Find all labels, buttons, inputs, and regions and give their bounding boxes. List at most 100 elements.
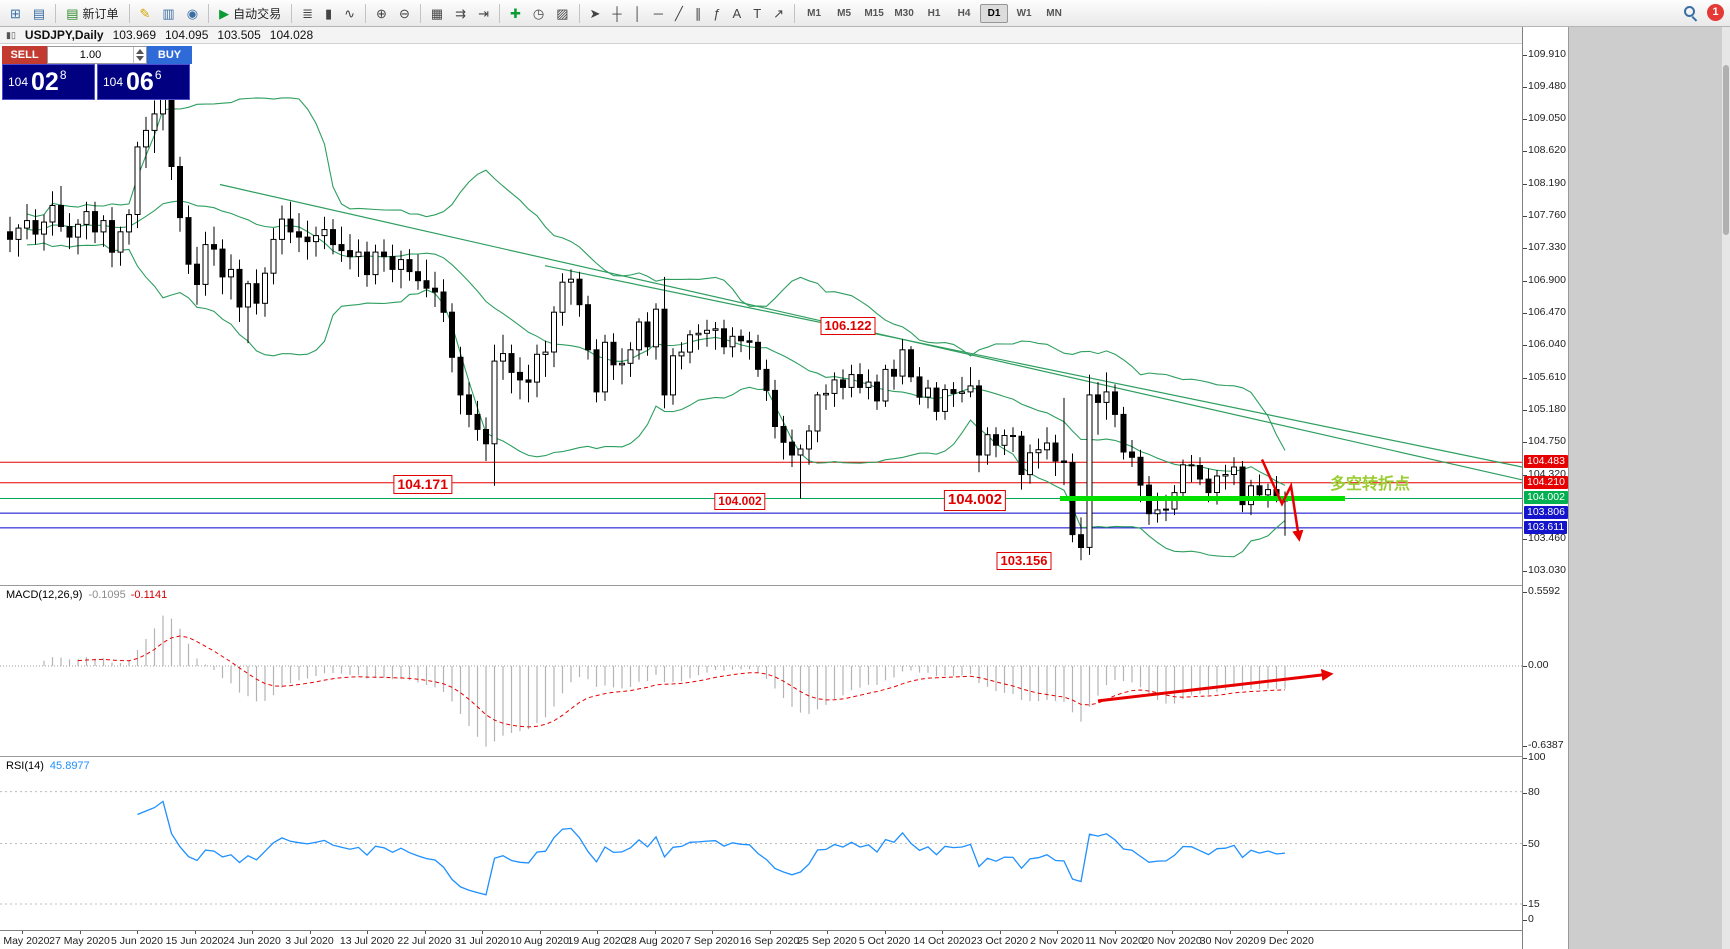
- zoom-out-icon[interactable]: ⊖: [394, 1, 415, 25]
- notification-badge[interactable]: 1: [1707, 4, 1724, 21]
- new-chart-icon[interactable]: ⊞: [5, 1, 26, 25]
- date-label: 10 Aug 2020: [510, 935, 569, 947]
- timeframe-m1[interactable]: M1: [807, 7, 822, 19]
- price-axis-label: 109.480: [1528, 79, 1566, 92]
- tile-windows-icon: ▦: [430, 5, 444, 21]
- text-icon: A: [732, 5, 742, 21]
- tile-windows-icon[interactable]: ▦: [426, 1, 448, 25]
- panel-splitter[interactable]: [0, 585, 1568, 586]
- date-label: 7 Sep 2020: [685, 935, 739, 947]
- arrows-icon[interactable]: ↗: [768, 1, 789, 25]
- macd-canvas[interactable]: [0, 586, 1522, 756]
- options-icon[interactable]: ◉: [182, 1, 203, 25]
- volume-decrease-button[interactable]: [136, 56, 144, 61]
- autotrading-icon: ▶: [219, 5, 230, 21]
- search-icon[interactable]: [1684, 5, 1698, 20]
- zoom-in-icon[interactable]: ⊕: [371, 1, 392, 25]
- timeframe-m5[interactable]: M5: [837, 7, 852, 19]
- timeframe-w1[interactable]: W1: [1016, 7, 1032, 19]
- terminal-icon: ▥: [162, 5, 175, 21]
- templates-icon[interactable]: ▨: [551, 1, 573, 25]
- macd-axis-label: -0.6387: [1528, 739, 1564, 751]
- main-toolbar: ⊞ ▤ ▤ 新订单 ✎ ▥ ◉ ▶ 自动交易 ≣ ▮ ∿ ⊕ ⊖ ▦ ⇉ ⇥ ✚ ◷ ▨ ➤ ┼ │ ─ ╱ ∥ ƒ A T ↗ M1 M5 M…: [0, 0, 1730, 27]
- autotrading-button[interactable]: ▶ 自动交易: [214, 1, 286, 25]
- toolbar-separator: [498, 3, 500, 23]
- timeframe-m30[interactable]: M30: [894, 7, 914, 19]
- macd-axis-label: 0.5592: [1528, 585, 1561, 597]
- terminal-icon[interactable]: ▥: [157, 1, 179, 25]
- metaeditor-icon[interactable]: ✎: [135, 1, 156, 25]
- fibonacci-icon[interactable]: ƒ: [708, 1, 725, 25]
- date-label: 5 Jun 2020: [111, 935, 163, 947]
- volume-increase-button[interactable]: [136, 49, 144, 54]
- bar-chart-icon[interactable]: ≣: [297, 1, 318, 25]
- text-icon[interactable]: A: [728, 1, 747, 25]
- price-panel-divider: [95, 64, 97, 100]
- buy-button[interactable]: BUY: [147, 46, 192, 64]
- timeframe-d1[interactable]: D1: [980, 3, 1009, 23]
- axis-tick: [1523, 442, 1527, 444]
- axis-tick: [1523, 905, 1527, 907]
- sell-price-panel[interactable]: 104 02 8: [2, 64, 95, 100]
- price-level-label[interactable]: 103.156: [996, 551, 1052, 571]
- chart-annotation-note[interactable]: 多空转折点: [1330, 476, 1411, 494]
- volume-input[interactable]: [48, 47, 133, 63]
- date-tick: [137, 931, 138, 934]
- timeframe-h4[interactable]: H4: [957, 7, 971, 19]
- line-chart-icon: ∿: [344, 5, 356, 21]
- candlestick-icon[interactable]: ▮: [320, 1, 337, 25]
- toolbar-separator: [419, 3, 421, 23]
- macd-trend-arrow[interactable]: [1097, 669, 1334, 703]
- cursor-icon[interactable]: ➤: [585, 1, 606, 25]
- macd-signal-value: -0.1141: [130, 589, 168, 601]
- price-tag: 104.210: [1524, 475, 1568, 489]
- sell-signal-arrow[interactable]: [1260, 458, 1304, 542]
- date-label: 23 Oct 2020: [970, 935, 1029, 947]
- chart-shift-icon: ⇥: [478, 5, 489, 21]
- scrollbar-thumb[interactable]: [1723, 65, 1729, 235]
- price-axis-label: 105.610: [1528, 370, 1566, 383]
- date-tick: [999, 931, 1001, 934]
- price-axis-label: 105.180: [1528, 402, 1566, 415]
- sell-button[interactable]: SELL: [2, 46, 47, 64]
- candles: [7, 70, 1288, 561]
- crosshair-icon: ┼: [612, 5, 622, 21]
- timeframe-h1[interactable]: H1: [927, 7, 941, 19]
- trendline-icon[interactable]: ╱: [670, 1, 688, 25]
- profiles-icon[interactable]: ▤: [28, 1, 50, 25]
- price-level-label[interactable]: 104.171: [393, 474, 452, 495]
- rsi-axis-label: 80: [1528, 785, 1540, 798]
- volume-box: [47, 46, 147, 64]
- timeframe-m15[interactable]: M15: [864, 7, 884, 19]
- rsi-axis-label: 50: [1528, 837, 1540, 850]
- price-level-label[interactable]: 104.002: [714, 492, 766, 510]
- options-icon: ◉: [186, 5, 199, 21]
- periods-icon[interactable]: ◷: [528, 1, 549, 25]
- axis-tick: [1523, 183, 1527, 185]
- indicators-icon[interactable]: ✚: [505, 1, 526, 25]
- price-level-label[interactable]: 104.002: [943, 490, 1007, 512]
- price-axis-label: 108.190: [1528, 176, 1566, 189]
- autoscroll-icon[interactable]: ⇉: [450, 1, 471, 25]
- toolbar-separator: [291, 3, 293, 23]
- label-icon[interactable]: T: [748, 1, 766, 25]
- periods-icon: ◷: [532, 5, 545, 21]
- new-chart-icon: ⊞: [10, 5, 21, 21]
- crosshair-icon[interactable]: ┼: [607, 1, 626, 25]
- date-label: 13 Jul 2020: [339, 935, 395, 947]
- vertical-scrollbar[interactable]: [1722, 27, 1730, 949]
- buy-price-panel[interactable]: 104 06 6: [97, 64, 190, 100]
- price-level-label[interactable]: 106.122: [820, 317, 876, 336]
- price-tag: 104.483: [1524, 455, 1568, 469]
- horizontal-line-icon[interactable]: ─: [649, 1, 668, 25]
- line-chart-icon[interactable]: ∿: [339, 1, 360, 25]
- new-order-button[interactable]: ▤ 新订单: [61, 1, 123, 25]
- panel-splitter[interactable]: [0, 756, 1568, 757]
- chart-shift-icon[interactable]: ⇥: [473, 1, 494, 25]
- date-label: 8 May 2020: [0, 935, 50, 947]
- rsi-canvas[interactable]: [0, 757, 1522, 930]
- date-tick: [1057, 931, 1058, 934]
- timeframe-mn[interactable]: MN: [1046, 7, 1062, 19]
- channel-icon[interactable]: ∥: [690, 1, 707, 25]
- vertical-line-icon[interactable]: │: [629, 1, 647, 25]
